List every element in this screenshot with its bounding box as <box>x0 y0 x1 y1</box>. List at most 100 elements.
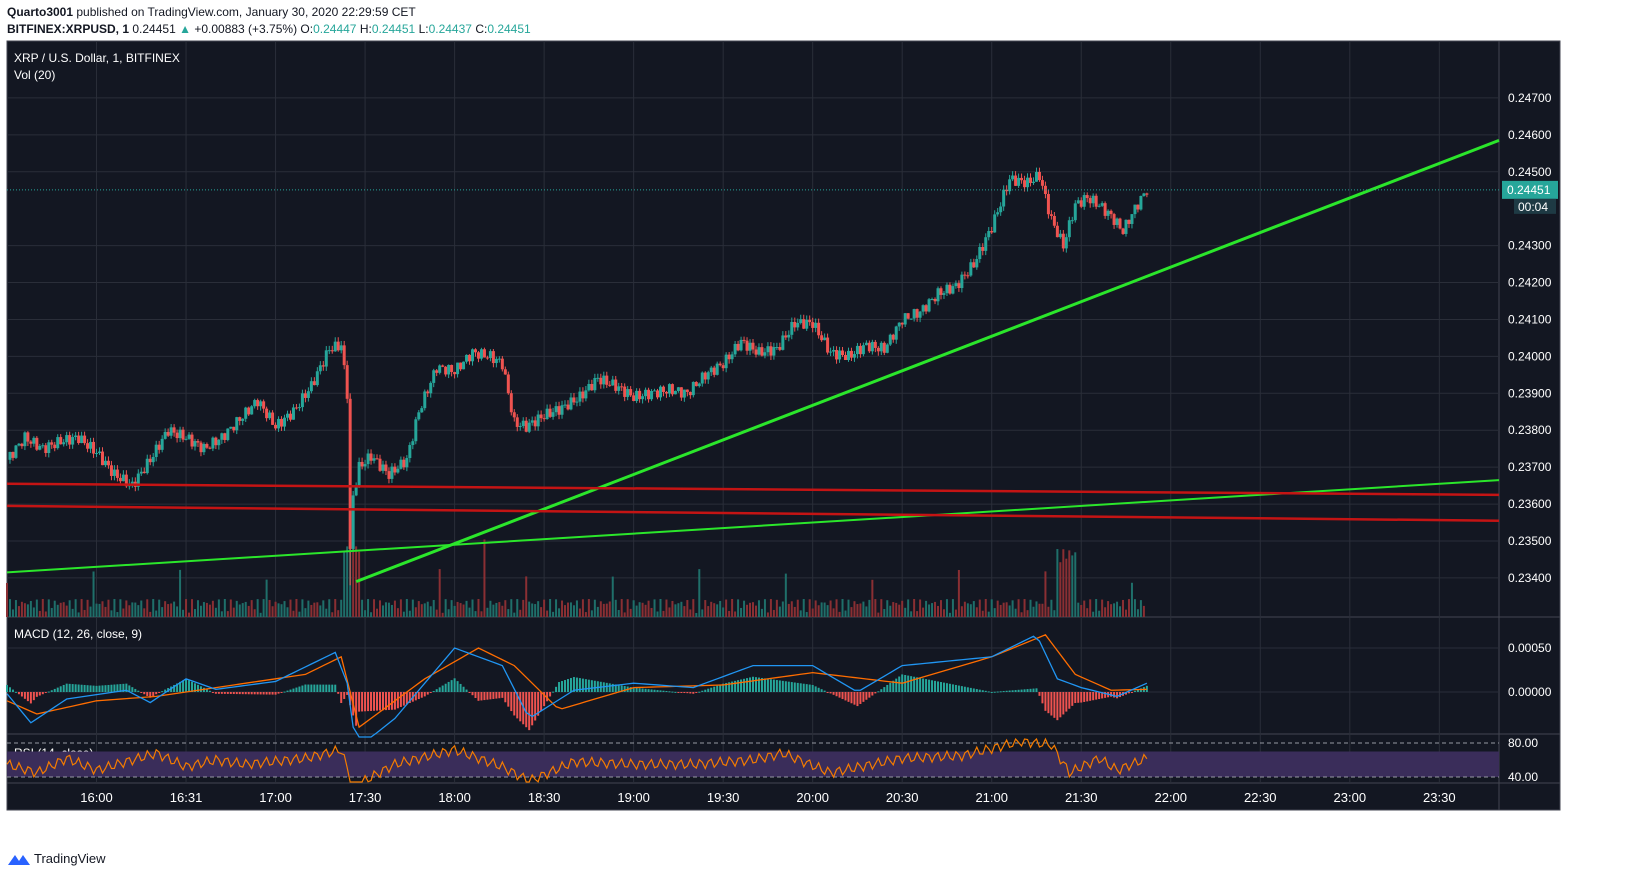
symbol-name: BITFINEX:XRPUSD, 1 <box>7 22 130 36</box>
volume-bar <box>6 583 8 617</box>
macd-histogram-bar <box>456 681 459 692</box>
macd-histogram-bar <box>176 683 179 692</box>
volume-bar <box>880 599 883 617</box>
volume-bar <box>734 611 737 617</box>
volume-bar <box>975 607 978 617</box>
volume-bar <box>41 599 44 617</box>
volume-bar <box>805 612 808 617</box>
macd-histogram-bar <box>665 690 668 692</box>
candle-body <box>92 441 96 454</box>
candle-body <box>1142 193 1146 196</box>
volume-bar <box>1136 609 1139 617</box>
volume-bar <box>537 601 540 617</box>
candle-body <box>277 418 281 429</box>
candle-body <box>285 413 289 418</box>
candle-body <box>870 341 874 352</box>
volume-bar <box>626 599 629 617</box>
macd-histogram-bar <box>814 686 817 692</box>
macd-histogram-bar <box>77 684 80 692</box>
volume-bar <box>904 607 907 617</box>
volume-bar <box>1014 608 1017 617</box>
open-value: 0.24447 <box>313 22 357 36</box>
macd-histogram-bar <box>74 684 77 692</box>
macd-histogram-bar <box>238 692 241 695</box>
candle-body <box>169 427 173 436</box>
macd-histogram-bar <box>575 677 578 692</box>
volume-bar <box>241 603 244 617</box>
volume-bar <box>373 599 376 617</box>
macd-histogram-bar <box>161 691 164 693</box>
candle-body <box>100 451 104 466</box>
candle-body <box>527 422 531 432</box>
volume-bar <box>340 599 343 617</box>
candle-body <box>363 464 367 467</box>
candle-body <box>309 381 313 392</box>
candle-body <box>1061 233 1065 249</box>
candle-body <box>232 426 236 431</box>
macd-histogram-bar <box>716 685 719 692</box>
macd-histogram-bar <box>265 692 268 695</box>
candle-body <box>996 212 1000 215</box>
volume-bar <box>719 600 722 617</box>
macd-histogram-bar <box>948 683 951 692</box>
macd-histogram-bar <box>772 679 775 692</box>
volume-bar <box>937 605 940 617</box>
volume-bar <box>1127 599 1130 617</box>
volume-bar <box>922 607 925 617</box>
volume-bar <box>623 612 626 617</box>
macd-histogram-bar <box>853 692 856 705</box>
macd-histogram-bar <box>226 692 229 694</box>
macd-histogram-bar <box>931 680 934 692</box>
macd-histogram-bar <box>561 681 564 692</box>
macd-histogram-bar <box>704 689 707 692</box>
candle-body <box>294 407 298 409</box>
macd-histogram-bar <box>993 691 996 693</box>
volume-bar <box>656 611 659 617</box>
volume-bar <box>1080 604 1083 617</box>
volume-bar <box>802 599 805 617</box>
macd-histogram-bar <box>787 681 790 692</box>
macd-histogram-bar <box>608 683 611 692</box>
candle-body <box>1121 228 1125 234</box>
candle-body <box>763 352 767 356</box>
macd-histogram-bar <box>784 681 787 692</box>
macd-histogram-bar <box>429 692 432 693</box>
brand-name: TradingView <box>34 851 106 866</box>
volume-bar <box>370 612 373 617</box>
macd-histogram-bar <box>358 692 361 712</box>
macd-histogram-bar <box>769 679 772 692</box>
volume-bar <box>23 603 26 617</box>
macd-histogram-bar <box>757 677 760 692</box>
candle-body <box>315 371 319 386</box>
volume-bar <box>698 569 701 617</box>
volume-bar <box>286 607 289 617</box>
candle-body <box>987 231 991 238</box>
candle-body <box>396 468 400 473</box>
macd-histogram-bar <box>104 685 107 692</box>
volume-bar <box>674 604 677 617</box>
macd-histogram-bar <box>856 692 859 707</box>
macd-histogram-bar <box>307 684 310 692</box>
time-tick-label: 22:00 <box>1154 790 1187 805</box>
volume-bar <box>841 599 844 617</box>
volume-bar <box>265 579 268 617</box>
macd-histogram-bar <box>737 680 740 692</box>
volume-bar <box>1062 549 1065 617</box>
candle-body <box>384 464 388 472</box>
price-tick-label: 0.23800 <box>1508 423 1552 437</box>
macd-histogram-bar <box>1071 692 1074 706</box>
volume-bar <box>149 611 152 617</box>
candle-body <box>1037 171 1041 181</box>
macd-histogram-bar <box>92 685 95 692</box>
macd-histogram-bar <box>743 678 746 692</box>
volume-bar <box>1122 599 1125 617</box>
volume-bar <box>304 608 307 617</box>
volume-bar <box>1116 601 1119 617</box>
volume-bar <box>53 600 56 617</box>
candle-body <box>820 335 824 341</box>
macd-histogram-bar <box>722 683 725 692</box>
candle-body <box>214 437 218 446</box>
volume-bar <box>8 599 11 617</box>
macd-histogram-bar <box>668 691 671 693</box>
